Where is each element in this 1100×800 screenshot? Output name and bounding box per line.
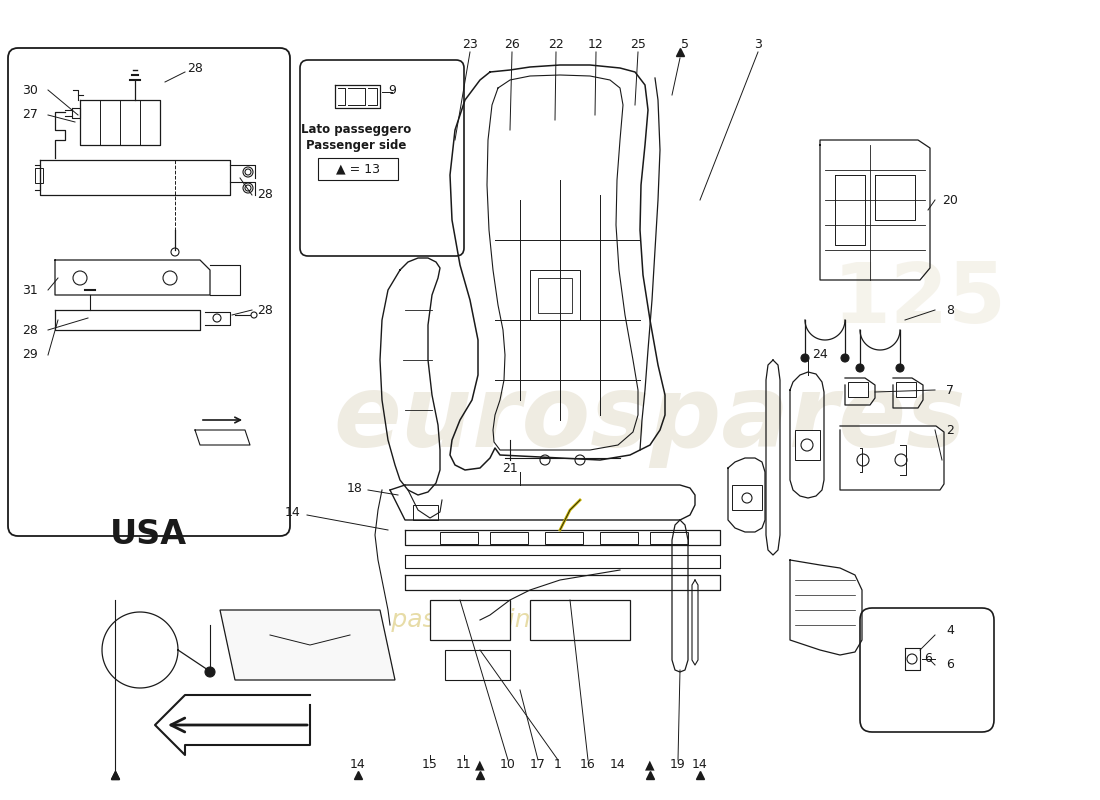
Bar: [412, 505, 438, 520]
Text: 14: 14: [285, 506, 301, 519]
Text: 4: 4: [946, 623, 954, 637]
Bar: [490, 532, 528, 544]
Text: 30: 30: [22, 83, 37, 97]
Text: 20: 20: [942, 194, 958, 206]
Text: 10: 10: [500, 758, 516, 771]
Bar: [318, 158, 398, 180]
Text: Passenger side: Passenger side: [306, 138, 406, 151]
Text: 9: 9: [388, 83, 396, 97]
Text: USA: USA: [109, 518, 187, 551]
Text: ▲: ▲: [475, 758, 485, 771]
Text: 7: 7: [946, 383, 954, 397]
Bar: [530, 600, 630, 640]
Text: 5: 5: [681, 38, 689, 51]
Text: 23: 23: [462, 38, 477, 51]
Bar: [440, 532, 478, 544]
Text: 14: 14: [610, 758, 626, 771]
Bar: [896, 382, 916, 397]
Bar: [530, 270, 580, 320]
Text: 6: 6: [924, 653, 932, 666]
Text: 6: 6: [946, 658, 954, 671]
Bar: [35, 168, 43, 183]
Text: 3: 3: [755, 38, 762, 51]
Text: 27: 27: [22, 109, 37, 122]
Text: 26: 26: [504, 38, 520, 51]
Text: Lato passeggero: Lato passeggero: [301, 123, 411, 137]
Bar: [732, 485, 762, 510]
Text: 1: 1: [554, 758, 562, 771]
Bar: [538, 278, 572, 313]
Bar: [795, 430, 820, 460]
Text: 125: 125: [833, 259, 1007, 341]
Bar: [600, 532, 638, 544]
Bar: [430, 600, 510, 640]
Text: 8: 8: [946, 303, 954, 317]
Text: ▲ = 13: ▲ = 13: [336, 162, 380, 175]
Text: 16: 16: [580, 758, 596, 771]
Text: 15: 15: [422, 758, 438, 771]
Circle shape: [842, 354, 849, 362]
Bar: [544, 532, 583, 544]
Text: 2: 2: [946, 423, 954, 437]
Text: 29: 29: [22, 349, 37, 362]
Bar: [650, 532, 688, 544]
Text: 28: 28: [257, 189, 273, 202]
Circle shape: [856, 364, 864, 372]
FancyBboxPatch shape: [8, 48, 290, 536]
Text: 14: 14: [350, 758, 366, 771]
Text: 31: 31: [22, 283, 37, 297]
Text: 28: 28: [22, 323, 37, 337]
Circle shape: [896, 364, 904, 372]
Text: a passion since 1987: a passion since 1987: [368, 608, 631, 632]
Circle shape: [801, 354, 808, 362]
Text: 28: 28: [187, 62, 202, 74]
Bar: [848, 382, 868, 397]
Text: eurospares: eurospares: [333, 371, 966, 469]
Text: 25: 25: [630, 38, 646, 51]
Text: 17: 17: [530, 758, 546, 771]
FancyBboxPatch shape: [300, 60, 464, 256]
Text: 12: 12: [588, 38, 604, 51]
Text: 28: 28: [257, 303, 273, 317]
Text: 14: 14: [692, 758, 708, 771]
Bar: [446, 650, 510, 680]
Text: 11: 11: [456, 758, 472, 771]
Text: 22: 22: [548, 38, 564, 51]
Text: 19: 19: [670, 758, 686, 771]
Polygon shape: [220, 610, 395, 680]
Circle shape: [205, 667, 214, 677]
Text: 24: 24: [812, 349, 828, 362]
Text: 21: 21: [502, 462, 518, 474]
Text: ▲: ▲: [646, 758, 654, 771]
FancyBboxPatch shape: [860, 608, 994, 732]
Text: 18: 18: [348, 482, 363, 494]
